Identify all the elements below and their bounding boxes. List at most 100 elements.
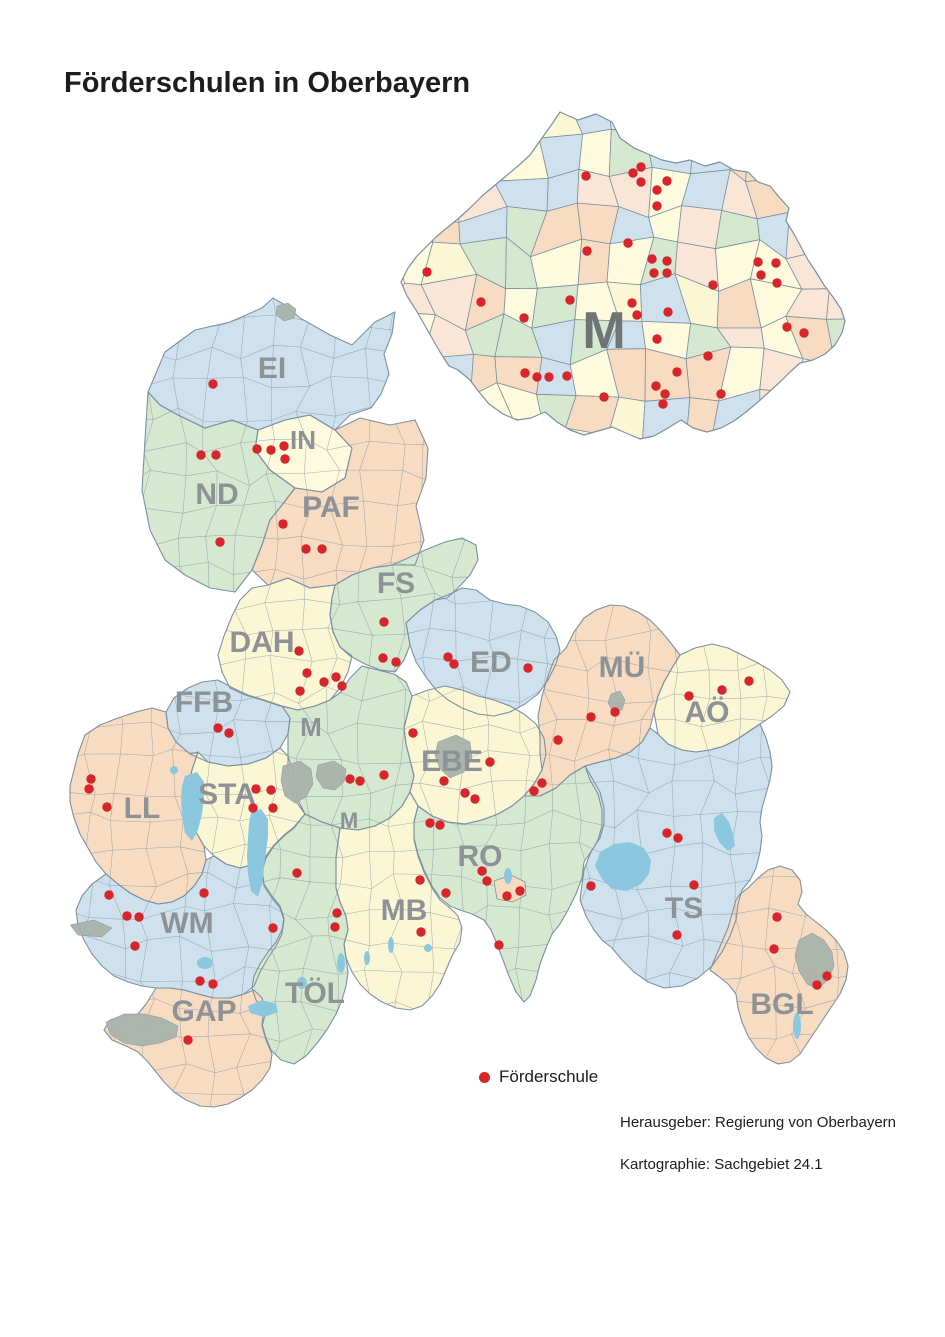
district-borders [69,297,849,1108]
foerderschule-dot-inset [649,268,659,278]
lake [297,977,307,989]
terrain-area [69,919,113,938]
lake [170,766,178,774]
foerderschule-dot [460,788,470,798]
district-label-MÜ: MÜ [599,651,646,684]
foerderschule-dot [224,728,234,738]
foerderschule-dot [485,757,495,767]
foerderschule-dot-inset [672,367,682,377]
district-label-FS: FS [377,567,415,600]
foerderschule-dot [378,653,388,663]
foerderschule-dot-inset [519,313,529,323]
district-label-DAH: DAH [230,626,295,659]
foerderschule-dot-inset [658,399,668,409]
foerderschule-dot [443,652,453,662]
foerderschule-dot [294,646,304,656]
foerderschule-dot [523,663,533,673]
lake [337,953,345,973]
foerderschule-dot [330,922,340,932]
foerderschule-dot [252,444,262,454]
foerderschule-dot [195,976,205,986]
lake [714,813,735,851]
terrain-area [280,760,314,804]
district-TS [580,724,772,988]
foerderschule-dot [266,785,276,795]
foerderschule-dot-inset [623,238,633,248]
district-label-PAF: PAF [302,491,360,524]
district-label-EI: EI [258,352,286,385]
terrain-area [105,1013,179,1047]
foerderschule-dot [278,519,288,529]
foerderschule-dot [673,833,683,843]
foerderschule-dot [529,786,539,796]
foerderschule-dot-inset [662,268,672,278]
lakes [170,766,801,1039]
foerderschule-dot [379,770,389,780]
foerderschule-dot [812,980,822,990]
foerderschule-dot-inset [782,322,792,332]
foerderschule-dot-inset [662,256,672,266]
foerderschule-dot [717,685,727,695]
districts [70,298,848,1107]
foerderschule-dot-inset [636,177,646,187]
foerderschule-dot [662,828,672,838]
foerderschule-dot [449,659,459,669]
foerderschule-dot-inset [660,389,670,399]
foerderschule-dot [482,876,492,886]
foerderschule-dot [439,776,449,786]
foerderschule-dot [301,544,311,554]
lake [197,957,213,969]
lake [504,868,512,884]
foerderschule-dot [251,784,261,794]
terrain-area [607,690,626,713]
lake [595,842,651,891]
lake [247,809,268,897]
foerderschule-dot [553,735,563,745]
foerderschule-dot [684,691,694,701]
foerderschule-dot-inset [652,334,662,344]
foerderschule-dot-inset [652,185,662,195]
foerderschule-dot-inset [520,368,530,378]
foerderschule-dot [822,971,832,981]
foerderschule-dot-inset [716,389,726,399]
district-PAF [252,418,428,588]
foerderschule-dot [130,941,140,951]
foerderschule-dot [744,676,754,686]
foerderschule-dot [268,803,278,813]
foerderschule-dot [266,445,276,455]
foerderschule-dot-inset [627,298,637,308]
foerderschule-dot [425,818,435,828]
district-label-GAP: GAP [171,995,236,1028]
foerderschule-dot [292,868,302,878]
foerderschule-dot [332,908,342,918]
foerderschule-dot [199,888,209,898]
lake [424,944,432,952]
map-legend: Förderschule [479,1067,598,1087]
foerderschule-dot [208,379,218,389]
foerderschule-dot [610,707,620,717]
foerderschule-dot [280,454,290,464]
lake [181,772,204,841]
foerderschule-dot-inset [662,176,672,186]
foerderschule-dot-inset [663,307,673,317]
terrain-area [434,734,473,779]
foerderschule-dot [672,930,682,940]
foerderschule-dot-inset [599,392,609,402]
foerderschule-dot [215,537,225,547]
district-label-AÖ: AÖ [685,696,730,729]
foerderschule-dot-inset [708,280,718,290]
foerderschule-dot [391,657,401,667]
district-LL [70,708,206,904]
district-label-M: M [300,712,322,742]
foerderschule-dot [515,886,525,896]
foerderschule-dot [435,820,445,830]
foerderschule-dot-inset [652,201,662,211]
foerderschule-dot [319,677,329,687]
foerderschule-dot [86,774,96,784]
foerderschule-dots [84,162,832,1045]
district-AOE [654,644,790,752]
foerderschule-dot-inset [532,372,542,382]
foerderschule-dot [248,803,258,813]
foerderschule-dot [441,888,451,898]
